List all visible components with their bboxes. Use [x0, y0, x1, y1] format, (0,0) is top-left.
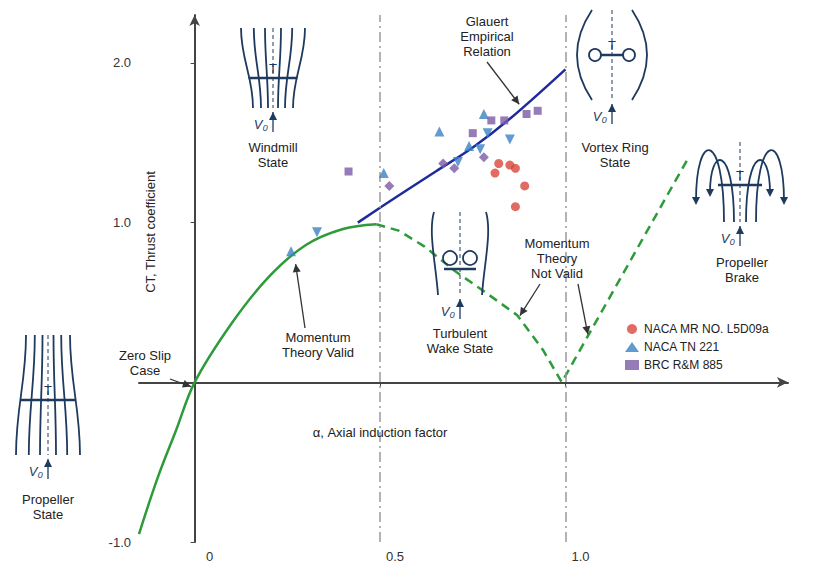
- svg-text:Theory: Theory: [537, 251, 578, 266]
- svg-text:Momentum: Momentum: [285, 330, 350, 345]
- svg-text:Zero Slip: Zero Slip: [119, 348, 171, 363]
- svg-text:T: T: [44, 383, 52, 398]
- svg-text:CT, Thrust coefficient: CT, Thrust coefficient: [143, 171, 158, 293]
- svg-text:T: T: [736, 168, 744, 183]
- svg-text:Not Valid: Not Valid: [531, 266, 583, 281]
- svg-text:Windmill: Windmill: [248, 140, 297, 155]
- svg-text:V₀: V₀: [29, 464, 44, 479]
- svg-text:Theory Valid: Theory Valid: [282, 345, 354, 360]
- svg-text:2.0: 2.0: [113, 55, 131, 70]
- svg-text:V₀: V₀: [593, 109, 608, 124]
- svg-text:T: T: [269, 61, 277, 76]
- svg-text:Glauert: Glauert: [466, 14, 509, 29]
- svg-text:Relation: Relation: [463, 44, 511, 59]
- svg-text:0: 0: [206, 549, 213, 563]
- svg-text:1.0: 1.0: [571, 549, 589, 563]
- svg-text:NACA MR NO. L5D09a: NACA MR NO. L5D09a: [644, 322, 769, 336]
- svg-text:Case: Case: [130, 363, 160, 378]
- svg-text:Empirical: Empirical: [460, 29, 514, 44]
- svg-text:V₀: V₀: [441, 304, 456, 319]
- svg-text:-1.0: -1.0: [109, 535, 131, 550]
- svg-text:Vortex Ring: Vortex Ring: [581, 140, 648, 155]
- svg-text:State: State: [600, 155, 630, 170]
- svg-text:NACA TN 221: NACA TN 221: [644, 340, 719, 354]
- svg-text:State: State: [33, 507, 63, 522]
- svg-text:1.0: 1.0: [113, 215, 131, 230]
- svg-text:State: State: [258, 155, 288, 170]
- svg-text:V₀: V₀: [254, 117, 269, 132]
- svg-text:Turbulent: Turbulent: [433, 326, 488, 341]
- svg-text:BRC R&M 885: BRC R&M 885: [644, 358, 723, 372]
- svg-text:T: T: [608, 38, 616, 53]
- svg-text:Propeller: Propeller: [716, 255, 769, 270]
- svg-text:0.5: 0.5: [386, 549, 404, 563]
- svg-text:α, Axial induction factor: α, Axial induction factor: [313, 425, 448, 440]
- svg-text:Wake State: Wake State: [427, 341, 494, 356]
- svg-text:Brake: Brake: [725, 270, 759, 285]
- svg-text:Propeller: Propeller: [22, 492, 75, 507]
- svg-text:V₀: V₀: [721, 231, 736, 246]
- svg-text:Momentum: Momentum: [524, 236, 589, 251]
